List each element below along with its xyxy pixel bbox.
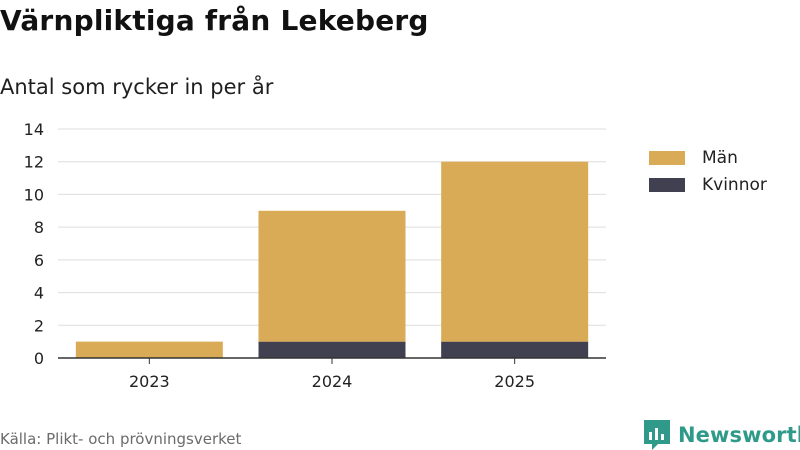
newsworthy-logo: Newsworthy <box>644 420 800 450</box>
y-tick-label: 6 <box>34 251 44 270</box>
chart-title: Värnpliktiga från Lekeberg <box>0 4 429 37</box>
legend-item-kvinnor: Kvinnor <box>649 171 767 198</box>
bar-man-2023 <box>75 341 223 358</box>
y-tick-label: 8 <box>34 218 44 237</box>
bar-chart-icon <box>644 420 670 450</box>
legend-label-kvinnor: Kvinnor <box>702 174 767 195</box>
legend-label-man: Män <box>702 147 738 168</box>
x-tick-label: 2025 <box>494 372 535 391</box>
legend-swatch-kvinnor <box>649 177 685 192</box>
y-tick-label: 12 <box>24 153 44 172</box>
y-tick-label: 2 <box>34 316 44 335</box>
y-tick-label: 14 <box>24 120 44 139</box>
legend-item-man: Män <box>649 144 767 171</box>
legend-swatch-man <box>649 150 685 165</box>
y-tick-label: 0 <box>34 349 44 368</box>
bar-man-2025 <box>441 161 589 342</box>
bar-man-2024 <box>258 210 406 342</box>
brand-name: Newsworthy <box>678 423 800 447</box>
legend: Män Kvinnor <box>649 144 767 198</box>
y-tick-label: 4 <box>34 284 44 303</box>
x-tick-label: 2023 <box>129 372 170 391</box>
source-note: Källa: Plikt- och prövningsverket <box>0 430 242 448</box>
x-tick-label: 2024 <box>312 372 353 391</box>
bar-kvinnor-2024 <box>258 341 406 358</box>
bar-kvinnor-2025 <box>441 341 589 358</box>
chart-subtitle: Antal som rycker in per år <box>0 75 274 99</box>
y-tick-label: 10 <box>24 185 44 204</box>
